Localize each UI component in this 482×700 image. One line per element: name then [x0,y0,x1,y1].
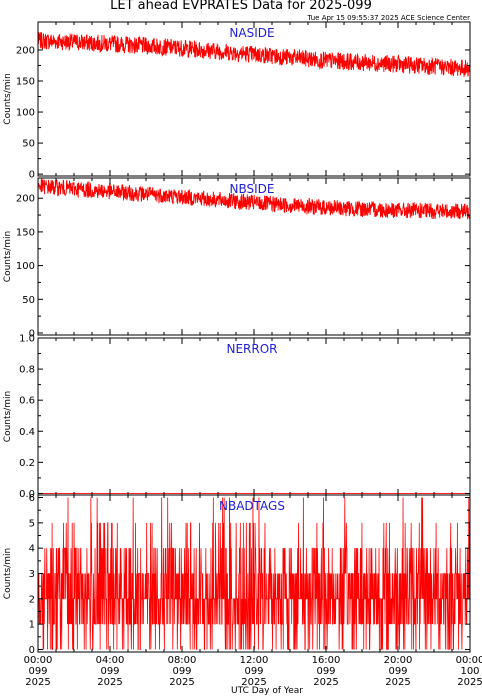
y-tick-label: 2 [29,594,35,605]
x-tick-label-doy: 100 [460,666,479,677]
series-line-naside [38,32,470,77]
x-tick-label-time: 08:00 [168,655,197,666]
x-tick-label-year: 2025 [385,677,410,688]
y-tick-label: 4 [29,544,35,555]
y-tick-label: 0.6 [19,396,35,407]
x-tick-label-year: 2025 [241,677,266,688]
x-tick-label-doy: 099 [100,666,119,677]
y-axis-label: Counts/min [3,391,13,442]
y-axis-label: Counts/min [3,231,13,282]
x-tick-label-doy: 099 [316,666,335,677]
panel-label: NBSIDE [230,182,275,196]
y-tick-label: 1.0 [19,334,35,345]
y-tick-label: 100 [16,261,35,272]
y-tick-label: 150 [16,76,35,87]
x-tick-label-year: 2025 [97,677,122,688]
y-tick-label: 0 [29,645,35,656]
timestamp: Tue Apr 15 09:55:37 2025 ACE Science Cen… [307,14,471,22]
y-tick-label: 3 [29,569,35,580]
plot-frame [37,21,471,177]
x-tick-label-doy: 099 [28,666,47,677]
y-tick-label: 200 [16,194,35,205]
y-tick-label: 0.0 [19,489,35,500]
x-tick-label-doy: 099 [244,666,263,677]
chart-title: LET ahead EVPRATES Data for 2025-099 [110,0,372,13]
y-tick-label: 1 [29,620,35,631]
panel-nbside: 0 50 100 150 200 Counts/min NBSIDE [3,177,471,339]
x-tick-label-year: 2025 [313,677,338,688]
y-tick-label: 200 [16,45,35,56]
x-tick-label-year: 2025 [25,677,50,688]
panel-label: NASIDE [229,26,274,40]
x-tick-label-doy: 099 [172,666,191,677]
y-tick-label: 0 [29,170,35,181]
panel-nerror: 0.0 0.2 0.4 0.6 0.8 1.0 Counts/min NERROR [3,334,471,500]
series-line-nbadtags [38,497,470,650]
panel-naside: 0 50 100 150 200 Counts/min NASIDE [3,21,471,181]
plot-frame [37,337,471,496]
y-tick-label: 0.2 [19,458,35,469]
panels: 050100150200Counts/minNASIDE050100150200… [3,21,482,688]
panel-nbadtags: 0 1 2 3 4 5 6 Counts/min NBADTAGS [3,493,471,656]
y-tick-label: 5 [29,518,35,529]
x-tick-label-time: 20:00 [384,655,413,666]
series-line-nbside [38,178,470,220]
y-axis-label: Counts/min [3,548,13,599]
y-tick-label: 0.8 [19,365,35,376]
y-tick-label: 6 [29,493,35,504]
x-tick-label-doy: 099 [388,666,407,677]
x-tick-label-time: 12:00 [240,655,269,666]
x-tick-label-year: 2025 [169,677,194,688]
y-tick-label: 50 [22,139,35,150]
y-tick-label: 100 [16,108,35,119]
y-tick-label: 50 [22,295,35,306]
x-tick-label-time: 00:00 [24,655,53,666]
y-tick-label: 150 [16,227,35,238]
x-tick-label-time: 16:00 [312,655,341,666]
panel-label: NERROR [226,342,277,356]
panel-label: NBADTAGS [219,499,285,513]
y-tick-label: 0 [29,328,35,339]
x-axis-label: UTC Day of Year [231,686,303,696]
x-tick-label-time: 04:00 [96,655,125,666]
y-tick-label: 0.4 [19,427,35,438]
x-tick-label-year: 2025 [457,677,482,688]
y-axis-label: Counts/min [3,73,13,124]
x-tick-label-time: 00:00 [456,655,482,666]
